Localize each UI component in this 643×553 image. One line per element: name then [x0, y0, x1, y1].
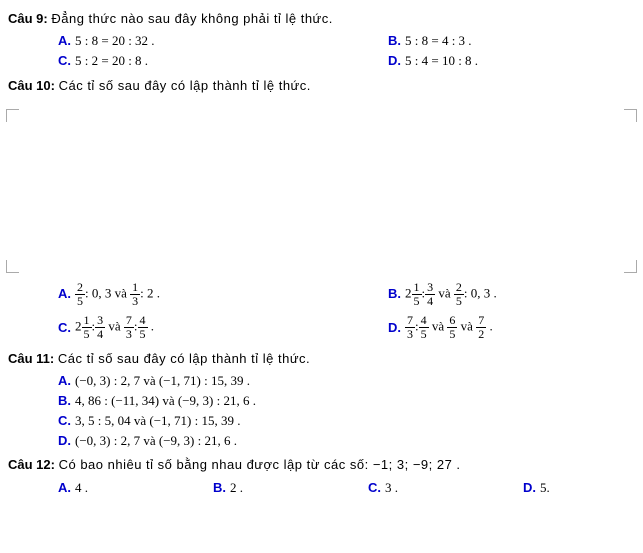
q12-opt-a: A. 4 .	[58, 479, 213, 497]
question-9: Câu 9: Đẳng thức nào sau đây không phải …	[8, 10, 635, 28]
q12-c-text: 3 .	[385, 479, 398, 497]
frac-3-4: 34	[425, 281, 435, 308]
opt-d-label: D.	[388, 52, 401, 70]
q11-opt-d: D. (−0, 3) : 2, 7 và (−9, 3) : 21, 6 .	[8, 432, 635, 450]
q11-b-text: 4, 86 : (−11, 34) và (−9, 3) : 21, 6 .	[75, 392, 256, 410]
frac-7-2: 72	[476, 314, 486, 341]
q10-b-text: 215:34 và 25: 0, 3 .	[405, 281, 497, 308]
q9-opt-a: A. 5 : 8 = 20 : 32 .	[8, 32, 388, 50]
opt-a-label: A.	[58, 479, 71, 497]
q11-c-text: 3, 5 : 5, 04 và (−1, 71) : 15, 39 .	[75, 412, 240, 430]
q9-label: Câu 9:	[8, 11, 48, 26]
q12-a-text: 4 .	[75, 479, 88, 497]
q9-c-text: 5 : 2 = 20 : 8 .	[75, 52, 148, 70]
q10-opt-b: B. 215:34 và 25: 0, 3 .	[388, 281, 635, 308]
q10-row2: C. 215:34 và 73:45 . D. 73:45 và 65 và 7…	[8, 314, 635, 341]
frac-1-5: 15	[412, 281, 422, 308]
corner-mark-tl	[6, 109, 19, 122]
q11-opt-c: C. 3, 5 : 5, 04 và (−1, 71) : 15, 39 .	[8, 412, 635, 430]
opt-b-label: B.	[213, 479, 226, 497]
corner-mark-br	[624, 260, 637, 273]
q12-opt-c: C. 3 .	[368, 479, 523, 497]
opt-b-label: B.	[388, 285, 401, 303]
q10-text: Các tỉ số sau đây có lập thành tỉ lệ thứ…	[59, 78, 311, 93]
q9-a-text: 5 : 8 = 20 : 32 .	[75, 32, 155, 50]
q9-b-text: 5 : 8 = 4 : 3 .	[405, 32, 472, 50]
q11-text: Các tỉ số sau đây có lập thành tỉ lệ thứ…	[58, 351, 310, 366]
frac-4-5b: 45	[419, 314, 429, 341]
opt-d-label: D.	[58, 432, 71, 450]
q9-d-text: 5 : 4 = 10 : 8 .	[405, 52, 478, 70]
opt-a-label: A.	[58, 372, 71, 390]
frac-6-5: 65	[447, 314, 457, 341]
q9-opt-c: C. 5 : 2 = 20 : 8 .	[8, 52, 388, 70]
q12-b-text: 2 .	[230, 479, 243, 497]
q9-opt-b: B. 5 : 8 = 4 : 3 .	[388, 32, 635, 50]
q11-opt-b: B. 4, 86 : (−11, 34) và (−9, 3) : 21, 6 …	[8, 392, 635, 410]
q12-d-text: 5.	[540, 479, 550, 497]
q10-opt-d: D. 73:45 và 65 và 72 .	[388, 314, 635, 341]
q12-options: A. 4 . B. 2 . C. 3 . D. 5.	[8, 479, 635, 497]
q10-c-text: 215:34 và 73:45 .	[75, 314, 154, 341]
frac-2-5b: 25	[454, 281, 464, 308]
opt-c-label: C.	[58, 52, 71, 70]
q12-opt-b: B. 2 .	[213, 479, 368, 497]
q10-row1: A. 25: 0, 3 và 13: 2 . B. 215:34 và 25: …	[8, 281, 635, 308]
question-11: Câu 11: Các tỉ số sau đây có lập thành t…	[8, 350, 635, 368]
frac-4-5: 45	[138, 314, 148, 341]
question-10: Câu 10: Các tỉ số sau đây có lập thành t…	[8, 77, 635, 95]
page-gap	[8, 99, 635, 279]
opt-a-label: A.	[58, 32, 71, 50]
corner-mark-bl	[6, 260, 19, 273]
q9-row2: C. 5 : 2 = 20 : 8 . D. 5 : 4 = 10 : 8 .	[8, 52, 635, 70]
frac-7-3b: 73	[405, 314, 415, 341]
frac-2-5: 25	[75, 281, 85, 308]
q11-a-text: (−0, 3) : 2, 7 và (−1, 71) : 15, 39 .	[75, 372, 250, 390]
q10-d-text: 73:45 và 65 và 72 .	[405, 314, 493, 341]
frac-1-5b: 15	[82, 314, 92, 341]
opt-c-label: C.	[58, 412, 71, 430]
q10-label: Câu 10:	[8, 78, 55, 93]
q9-row1: A. 5 : 8 = 20 : 32 . B. 5 : 8 = 4 : 3 .	[8, 32, 635, 50]
corner-mark-tr	[624, 109, 637, 122]
q12-label: Câu 12:	[8, 457, 55, 472]
frac-7-3: 73	[124, 314, 134, 341]
q10-opt-c: C. 215:34 và 73:45 .	[8, 314, 388, 341]
q10-a-text: 25: 0, 3 và 13: 2 .	[75, 281, 160, 308]
q12-opt-d: D. 5.	[523, 479, 635, 497]
question-12: Câu 12: Có bao nhiêu tỉ số bằng nhau đượ…	[8, 456, 635, 474]
q9-text: Đẳng thức nào sau đây không phải tỉ lệ t…	[51, 11, 333, 26]
opt-d-label: D.	[523, 479, 536, 497]
q9-opt-d: D. 5 : 4 = 10 : 8 .	[388, 52, 635, 70]
opt-b-label: B.	[388, 32, 401, 50]
opt-c-label: C.	[368, 479, 381, 497]
q11-opt-a: A. (−0, 3) : 2, 7 và (−1, 71) : 15, 39 .	[8, 372, 635, 390]
q10-opt-a: A. 25: 0, 3 và 13: 2 .	[8, 281, 388, 308]
opt-a-label: A.	[58, 285, 71, 303]
q12-text: Có bao nhiêu tỉ số bằng nhau được lập từ…	[59, 457, 461, 472]
opt-b-label: B.	[58, 392, 71, 410]
q11-label: Câu 11:	[8, 351, 54, 366]
opt-d-label: D.	[388, 319, 401, 337]
frac-1-3: 13	[130, 281, 140, 308]
q11-d-text: (−0, 3) : 2, 7 và (−9, 3) : 21, 6 .	[75, 432, 237, 450]
opt-c-label: C.	[58, 319, 71, 337]
frac-3-4b: 34	[95, 314, 105, 341]
